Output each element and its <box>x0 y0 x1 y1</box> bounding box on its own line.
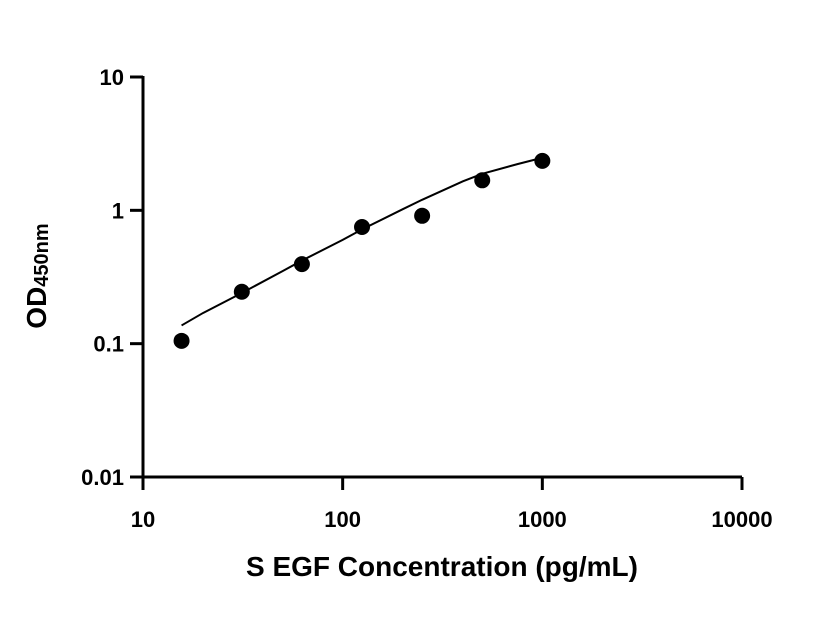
data-point <box>354 218 371 235</box>
y-tick-label: 10 <box>100 65 124 90</box>
plot-area: 10 100 1000 10000 0.01 0.1 1 10 <box>81 65 772 532</box>
data-point <box>293 256 310 273</box>
y-tick-label: 1 <box>112 198 124 223</box>
x-axis-ticks: 10 100 1000 10000 <box>131 477 773 532</box>
x-tick-label: 1000 <box>518 507 567 532</box>
y-tick-label: 0.01 <box>81 465 124 490</box>
data-point <box>173 332 190 349</box>
x-tick-label: 10000 <box>711 507 772 532</box>
x-axis-title: S EGF Concentration (pg/mL) <box>246 551 638 582</box>
data-point <box>414 207 431 224</box>
y-axis-title-main: OD <box>21 287 52 329</box>
x-tick-label: 10 <box>131 507 155 532</box>
y-tick-label: 0.1 <box>93 332 124 357</box>
y-axis-title-subscript: 450nm <box>31 223 53 286</box>
x-tick-label: 100 <box>324 507 361 532</box>
data-point <box>474 172 491 189</box>
data-point <box>233 283 250 300</box>
data-points <box>173 152 551 349</box>
y-axis-title: OD450nm <box>21 223 53 328</box>
data-point <box>534 152 551 169</box>
y-axis-ticks: 0.01 0.1 1 10 <box>81 65 143 490</box>
